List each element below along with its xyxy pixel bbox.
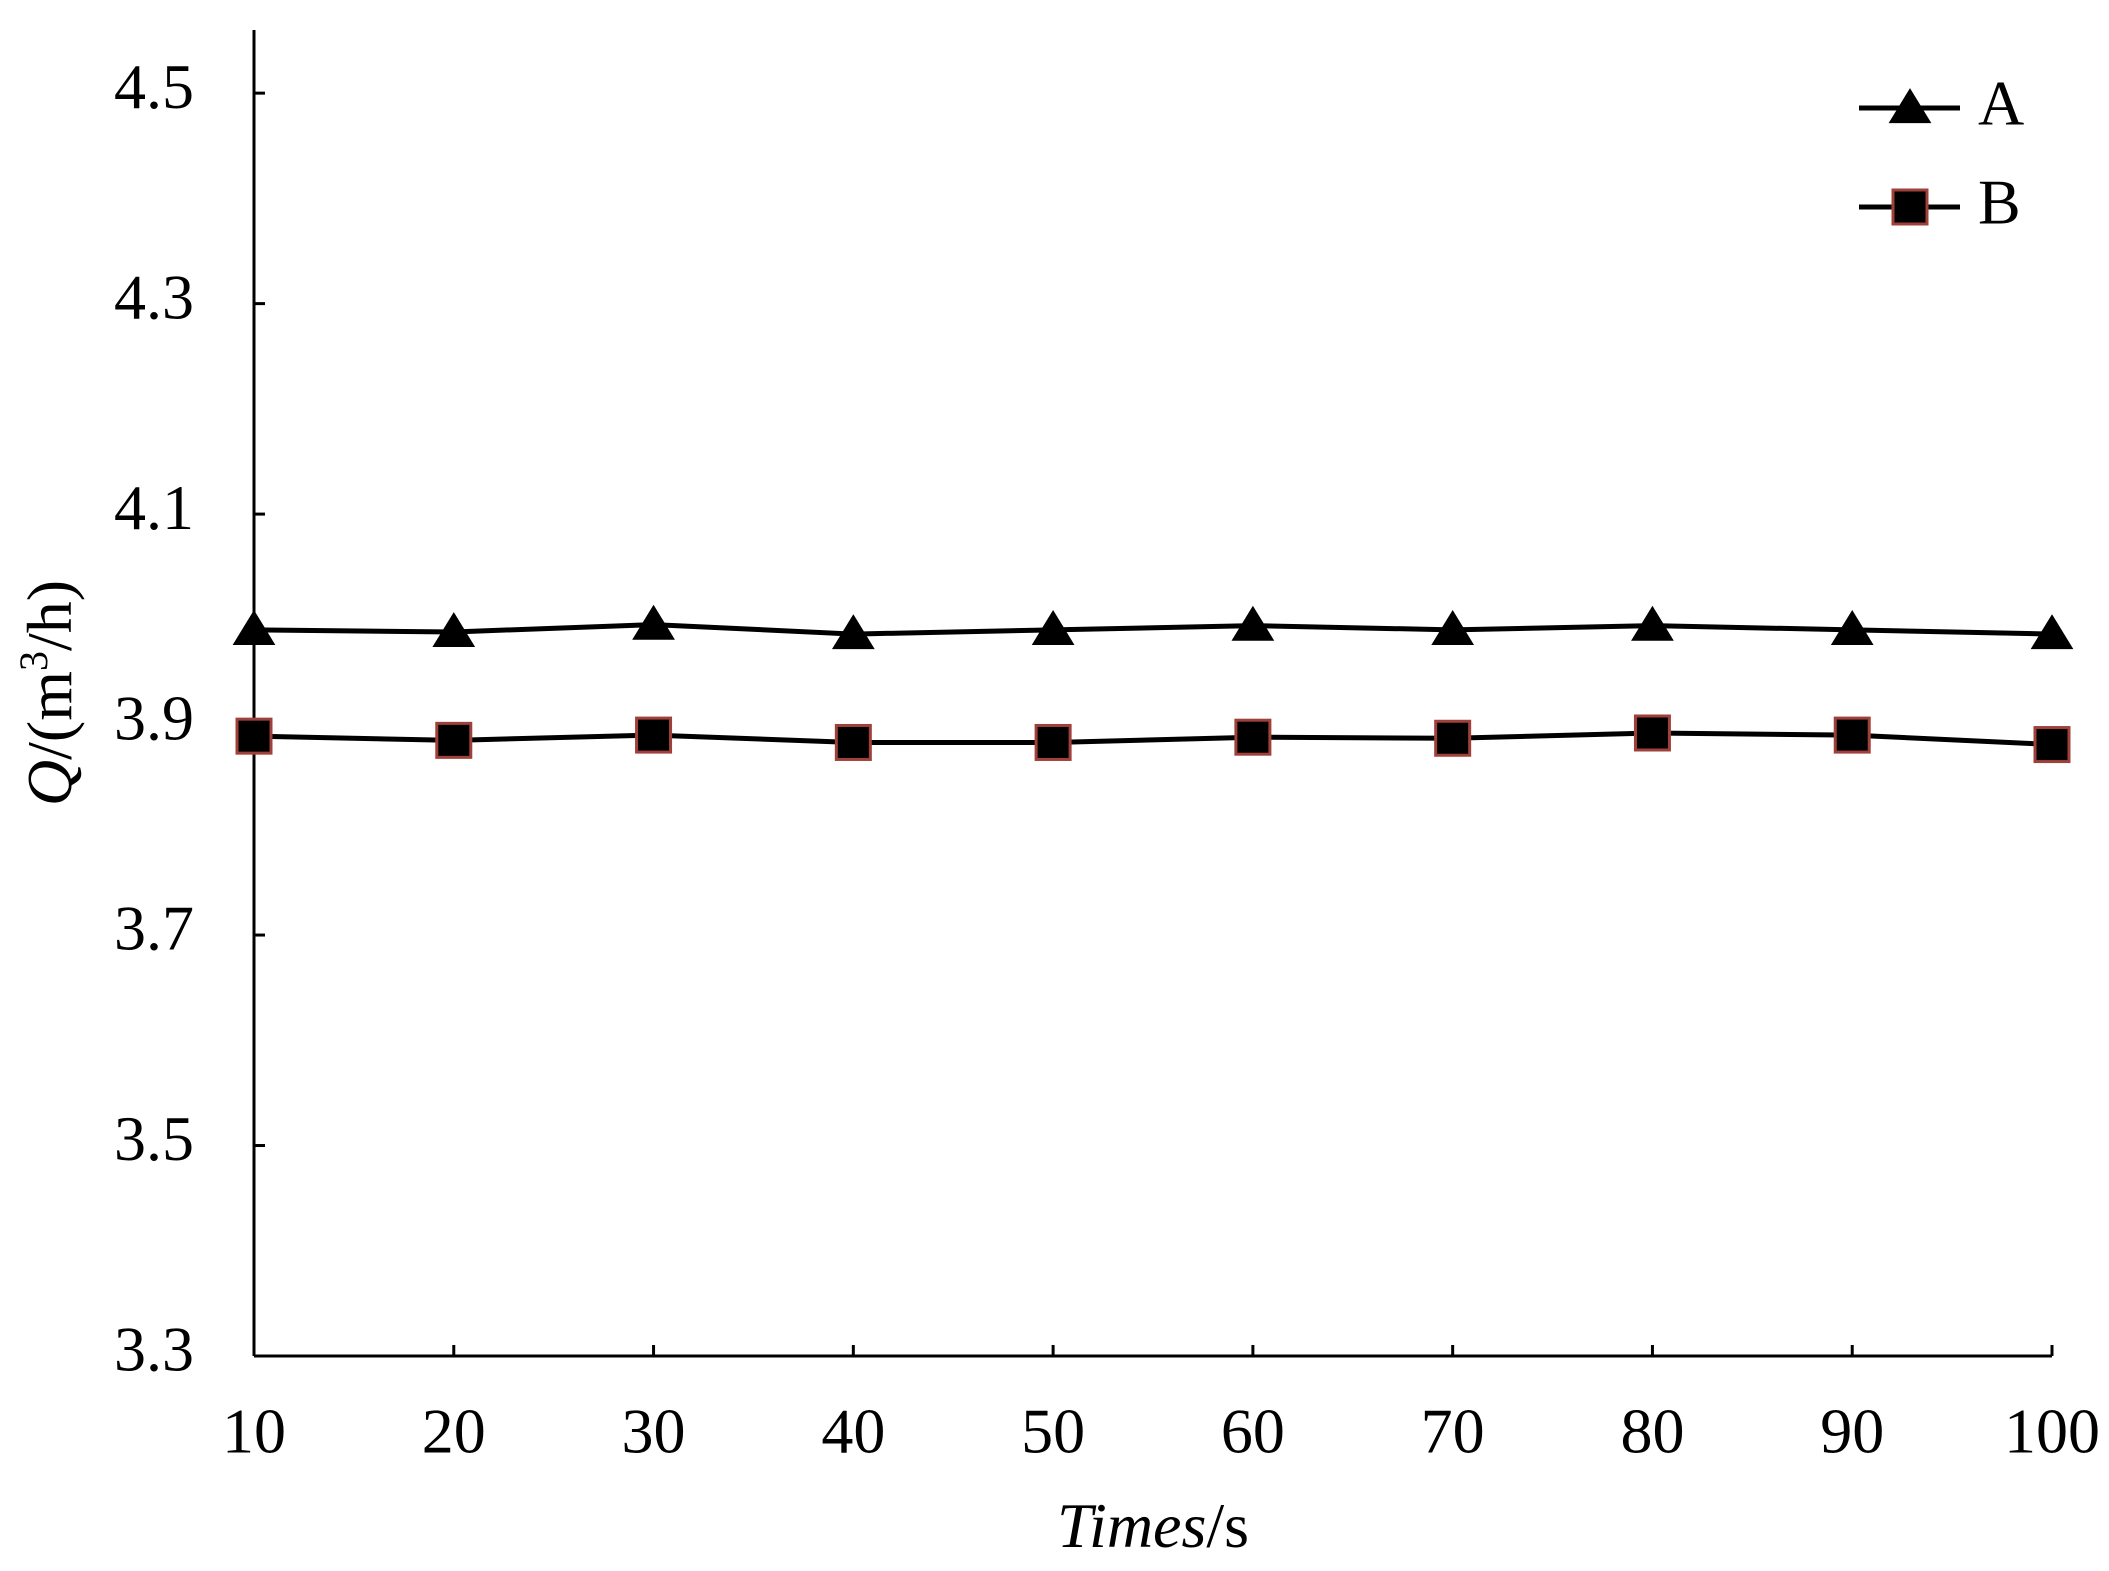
y-tick-label: 4.3 [114, 261, 194, 332]
legend-marker [1888, 88, 1932, 124]
x-tick-label: 70 [1421, 1396, 1485, 1467]
y-label-unit: /(m [14, 671, 85, 760]
data-point [235, 717, 273, 755]
y-axis-label: Q/(m3/h) [11, 580, 85, 806]
data-point [435, 721, 473, 759]
data-point [1833, 716, 1871, 754]
y-label-sup: 3 [11, 651, 56, 671]
legend-label: B [1978, 167, 2021, 238]
x-tick-label: 80 [1620, 1396, 1684, 1467]
data-point [2030, 614, 2074, 650]
y-tick-label: 3.7 [114, 893, 194, 964]
x-label-italic: Times [1057, 1490, 1206, 1561]
data-point [831, 614, 875, 650]
data-point [1031, 609, 1075, 645]
y-label-italic: Q [14, 760, 85, 806]
x-tick-label: 90 [1820, 1396, 1884, 1467]
data-point [1631, 605, 1674, 641]
data-point [1434, 719, 1472, 757]
data-point [1234, 718, 1272, 756]
x-tick-label: 30 [622, 1396, 686, 1467]
data-point [1034, 723, 1072, 761]
legend-label: A [1978, 68, 2024, 139]
data-point [1231, 605, 1275, 641]
legend-marker [1891, 188, 1929, 226]
y-tick-label: 4.5 [114, 51, 194, 122]
x-tick-label: 20 [422, 1396, 486, 1467]
x-tick-label: 10 [222, 1396, 286, 1467]
series-line [253, 622, 2053, 637]
data-point [1431, 609, 1475, 645]
y-tick-label: 3.9 [114, 682, 194, 753]
data-point [632, 604, 675, 640]
x-tick-label: 40 [821, 1396, 885, 1467]
x-label-unit: /s [1206, 1490, 1249, 1561]
x-tick-label: 60 [1221, 1396, 1285, 1467]
x-axis-label: Times/s [1057, 1490, 1249, 1561]
data-point [2033, 726, 2071, 764]
series-line [253, 730, 2053, 748]
data-point [432, 612, 476, 648]
data-point [834, 723, 872, 761]
y-tick-label: 4.1 [114, 472, 194, 543]
data-point [232, 609, 276, 645]
y-tick-label: 3.3 [114, 1314, 194, 1385]
data-point [1830, 609, 1874, 645]
y-tick-label: 3.5 [114, 1103, 194, 1174]
x-tick-label: 50 [1021, 1396, 1085, 1467]
x-tick-label: 100 [2004, 1396, 2100, 1467]
y-label-unit-end: /h) [14, 580, 85, 651]
data-point [1633, 714, 1671, 752]
data-point [635, 716, 673, 754]
